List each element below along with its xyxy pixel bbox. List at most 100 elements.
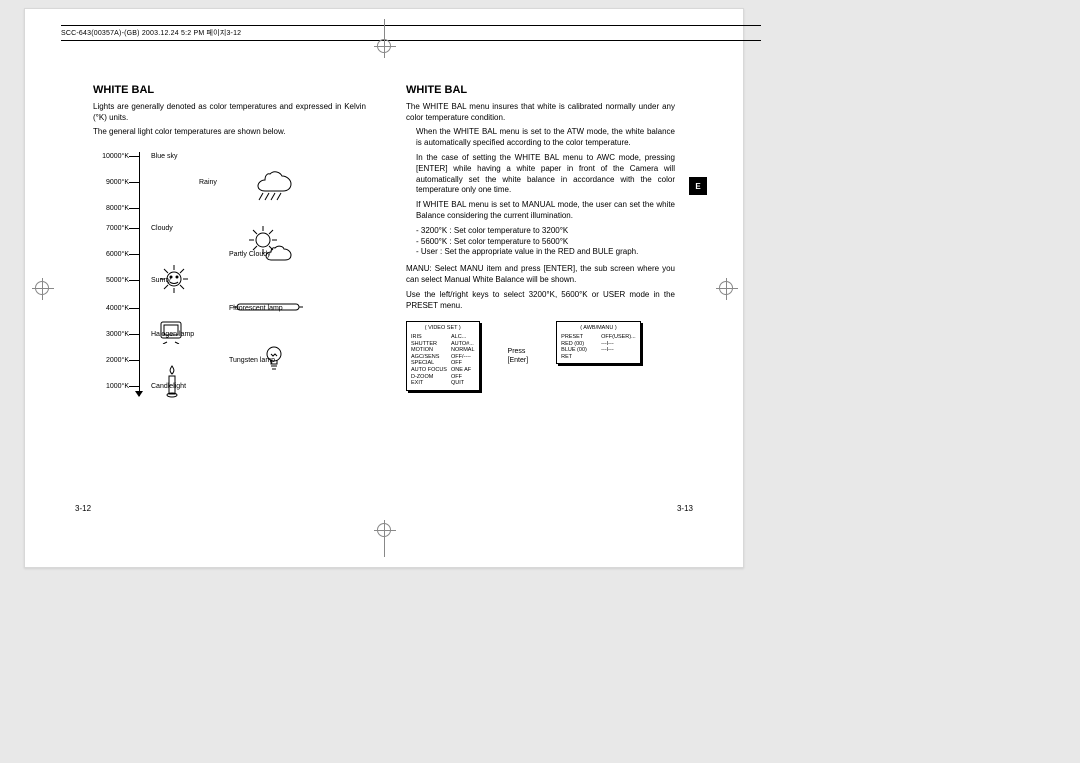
menu-row-item: MOTION NORMAL [411,347,475,354]
menu-value: OFF [451,374,462,381]
kelvin-tick: 6000°KPartly Cloudy [93,250,366,259]
kelvin-label: Rainy [139,178,217,187]
page-number: 3-12 [75,504,91,515]
body-text: The WHITE BAL menu insures that white is… [406,102,675,124]
menu-key: IRIS [411,334,447,341]
menu-key: SHUTTER [411,341,447,348]
menu-key: RED (00) [561,341,597,348]
kelvin-value: 5000°K [93,276,133,285]
menu-row-item: RED (00) ---I--- [561,341,636,348]
kelvin-value: 3000°K [93,330,133,339]
fluorescent-lamp-icon [233,300,303,314]
kelvin-tick: 1000°KCandlelight [93,382,366,391]
tick-mark [129,254,139,255]
menu-key: BLUE (00) [561,347,597,354]
menu-row-item: PRESET OFF(USER)... [561,334,636,341]
registration-mark-right [719,281,733,295]
tungsten-bulb-icon [265,344,283,372]
file-header: SCC-643(00357A)-(GB) 2003.12.24 5:2 PM 페… [61,25,761,41]
menu-value: AUTO#... [451,341,474,348]
tick-mark [129,156,139,157]
document-sheet: SCC-643(00357A)-(GB) 2003.12.24 5:2 PM 페… [24,8,744,568]
page-title: WHITE BAL [93,83,366,98]
body-text: MANU: Select MANU item and press [ENTER]… [406,264,675,286]
menu-value: OFF(USER)... [601,334,636,341]
menu-key: EXIT [411,380,447,387]
press-enter-label: Press [Enter] [508,347,529,366]
tick-mark [129,208,139,209]
menu-value: ---I--- [601,341,614,348]
kelvin-label: Cloudy [139,224,173,233]
kelvin-value: 4000°K [93,304,133,313]
kelvin-value: 7000°K [93,224,133,233]
body-text: Use the left/right keys to select 3200°K… [406,290,675,312]
kelvin-tick: 2000°K Tungsten lamp [93,356,366,365]
kelvin-label: Blue sky [139,152,177,161]
kelvin-value: 10000°K [93,152,133,161]
menu-value: NORMAL [451,347,475,354]
menu-row-item: AUTO FOCUS ONE AF [411,367,475,374]
menu-title: ( VIDEO SET ) [411,325,475,332]
menu-value: ONE AF [451,367,471,374]
menu-title: ( AWB/MANU ) [561,325,636,332]
rain-cloud-icon [253,166,297,202]
kelvin-tick: 8000°K [93,204,366,213]
tick-mark [129,182,139,183]
menu-row-item: BLUE (00) ---I--- [561,347,636,354]
kelvin-value: 1000°K [93,382,133,391]
menu-key: AGC/SENS [411,354,447,361]
kelvin-value: 2000°K [93,356,133,365]
menu-row-item: D-ZOOM OFF [411,374,475,381]
kelvin-tick: 4000°KFluorescent lamp [93,304,366,313]
menu-key: MOTION [411,347,447,354]
menu-key: PRESET [561,334,597,341]
menu-row: ( VIDEO SET )IRISALC...SHUTTERAUTO#...MO… [406,321,675,390]
bullet-item: - User : Set the appropriate value in th… [406,247,675,258]
halogen-lamp-icon [157,318,185,344]
enter-label: [Enter] [508,356,529,365]
bullet-item: - 5600°K : Set color temperature to 5600… [406,237,675,248]
menu-key: RET [561,354,597,361]
page-left: WHITE BAL Lights are generally denoted a… [75,71,384,517]
kelvin-tick: 9000°K Rainy [93,178,366,187]
menu-row-item: SPECIAL OFF [411,360,475,367]
menu-key: AUTO FOCUS [411,367,447,374]
tick-mark [129,228,139,229]
body-text: Lights are generally denoted as color te… [93,102,366,124]
kelvin-label: Tungsten lamp [139,356,275,365]
tick-mark [129,360,139,361]
menu-row-item: IRIS ALC... [411,334,475,341]
kelvin-tick: 7000°K Cloudy [93,224,366,233]
menu-key: SPECIAL [411,360,447,367]
menu-row-item: RET [561,354,636,361]
menu-row-item: EXITQUIT [411,380,475,387]
kelvin-value: 9000°K [93,178,133,187]
kelvin-value: 6000°K [93,250,133,259]
tick-mark [129,308,139,309]
menu-value: ---I--- [601,347,614,354]
menu-box-awbmanu: ( AWB/MANU ) PRESET OFF(USER)... RED (00) --… [556,321,641,364]
kelvin-tick: 10000°K Blue sky [93,152,366,161]
body-text: The general light color temperatures are… [93,127,366,138]
body-text: If WHITE BAL menu is set to MANUAL mode,… [406,200,675,222]
bullet-item: - 3200°K : Set color temperature to 3200… [406,226,675,237]
registration-mark-bottom [377,523,391,537]
menu-value: OFF/---- [451,354,471,361]
menu-value: ALC... [451,334,466,341]
menu-value: OFF [451,360,462,367]
sun-icon [159,264,189,294]
menu-box-videoset: ( VIDEO SET )IRISALC...SHUTTERAUTO#...MO… [406,321,480,390]
tick-mark [129,386,139,387]
body-text: When the WHITE BAL menu is set to the AT… [406,127,675,149]
kelvin-tick: 3000°KHalogen lamp [93,330,366,339]
page-number: 3-13 [677,504,693,515]
candle-icon [165,364,179,398]
menu-row-item: AGC/SENS OFF/---- [411,354,475,361]
registration-mark-top [377,39,391,53]
registration-mark-left [35,281,49,295]
menu-key: D-ZOOM [411,374,447,381]
page-spread: WHITE BAL Lights are generally denoted a… [75,71,693,517]
press-label: Press [508,347,529,356]
kelvin-value: 8000°K [93,204,133,213]
body-text: In the case of setting the WHITE BAL men… [406,153,675,196]
